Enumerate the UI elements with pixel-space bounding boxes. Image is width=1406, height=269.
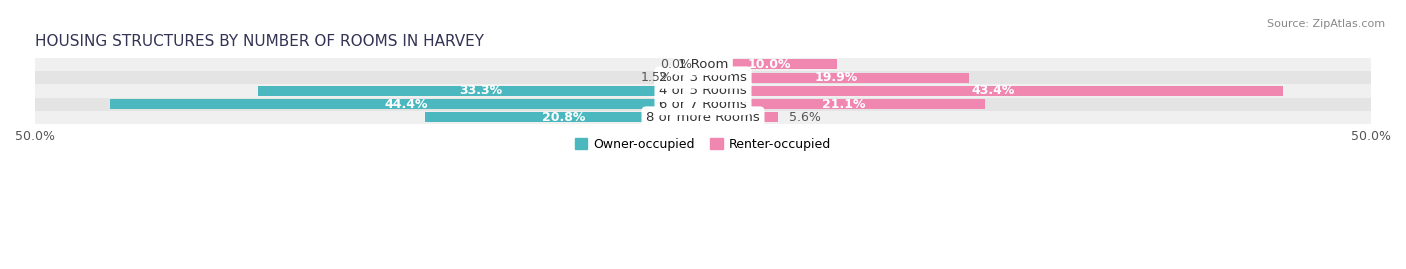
Text: 0.0%: 0.0% [661,58,692,71]
Bar [703,59,837,69]
Bar [259,86,703,96]
Text: Source: ZipAtlas.com: Source: ZipAtlas.com [1267,19,1385,29]
Bar [35,111,1371,124]
Text: 43.4%: 43.4% [972,84,1015,97]
Text: 6 or 7 Rooms: 6 or 7 Rooms [659,98,747,111]
Text: 44.4%: 44.4% [385,98,429,111]
Legend: Owner-occupied, Renter-occupied: Owner-occupied, Renter-occupied [569,133,837,156]
Bar [703,112,778,122]
Bar [35,84,1371,98]
Text: 2 or 3 Rooms: 2 or 3 Rooms [659,71,747,84]
Text: 1 Room: 1 Room [678,58,728,71]
Text: 21.1%: 21.1% [823,98,866,111]
Bar [110,99,703,109]
Bar [683,73,703,83]
Bar [703,99,984,109]
Bar [35,98,1371,111]
Text: 1.5%: 1.5% [640,71,672,84]
Text: 33.3%: 33.3% [458,84,502,97]
Bar [425,112,703,122]
Bar [703,86,1282,96]
Text: 5.6%: 5.6% [789,111,820,124]
Text: 8 or more Rooms: 8 or more Rooms [647,111,759,124]
Text: 19.9%: 19.9% [814,71,858,84]
Text: 10.0%: 10.0% [748,58,792,71]
Bar [703,73,969,83]
Bar [35,71,1371,84]
Text: HOUSING STRUCTURES BY NUMBER OF ROOMS IN HARVEY: HOUSING STRUCTURES BY NUMBER OF ROOMS IN… [35,34,484,49]
Text: 4 or 5 Rooms: 4 or 5 Rooms [659,84,747,97]
Text: 20.8%: 20.8% [543,111,586,124]
Bar [35,58,1371,71]
